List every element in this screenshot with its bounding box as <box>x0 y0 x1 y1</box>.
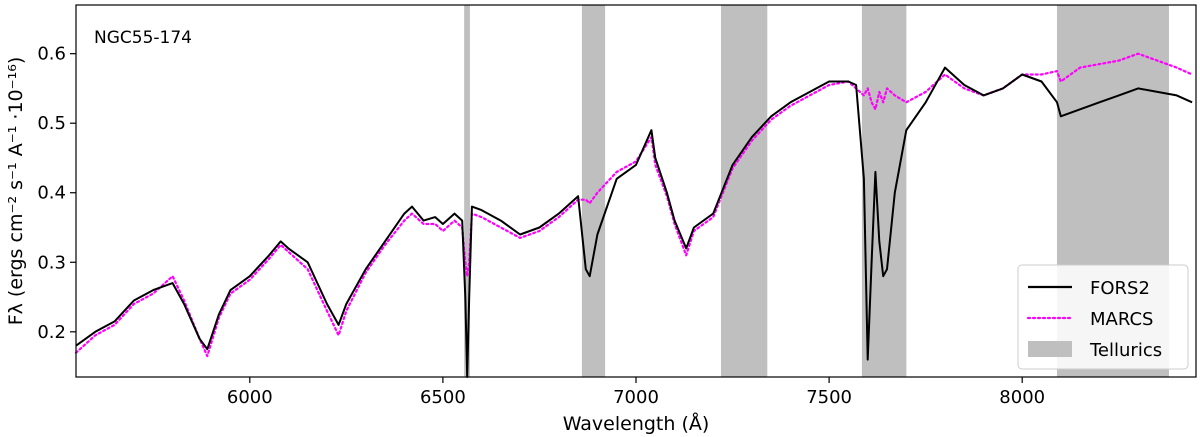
x-axis-ticks: 6000 6500 7000 7500 8000 <box>227 377 1045 408</box>
legend-label-tellurics: Tellurics <box>1089 340 1162 361</box>
spectrum-lines <box>74 52 1194 378</box>
telluric-band-0 <box>464 5 470 377</box>
y-tick-label: 0.5 <box>37 113 66 134</box>
x-tick-label: 6000 <box>227 387 273 408</box>
x-tick-label: 7500 <box>806 387 852 408</box>
x-tick-label: 8000 <box>999 387 1045 408</box>
y-tick-label: 0.4 <box>37 183 66 204</box>
telluric-band-1 <box>581 5 606 377</box>
legend: FORS2 MARCS Tellurics <box>1017 264 1189 370</box>
object-annotation: NGC55-174 <box>94 28 192 48</box>
x-axis-label: Wavelength (Å) <box>563 412 710 435</box>
y-tick-label: 0.2 <box>37 322 66 343</box>
x-tick-label: 6500 <box>420 387 466 408</box>
x-tick-label: 7000 <box>613 387 659 408</box>
y-tick-label: 0.6 <box>37 44 66 65</box>
telluric-band-2 <box>720 5 768 377</box>
legend-swatch-tellurics <box>1028 341 1072 357</box>
series-line-fors2 <box>75 66 1193 378</box>
legend-label-fors2: FORS2 <box>1090 278 1150 299</box>
y-axis-ticks: 0.2 0.3 0.4 0.5 0.6 <box>37 44 76 343</box>
y-axis-label: Fλ (ergs cm⁻² s⁻¹ A⁻¹ ·10⁻¹⁶) <box>5 57 27 326</box>
series-line-marcs <box>74 52 1194 358</box>
legend-label-marcs: MARCS <box>1090 309 1153 330</box>
y-tick-label: 0.3 <box>37 252 66 273</box>
